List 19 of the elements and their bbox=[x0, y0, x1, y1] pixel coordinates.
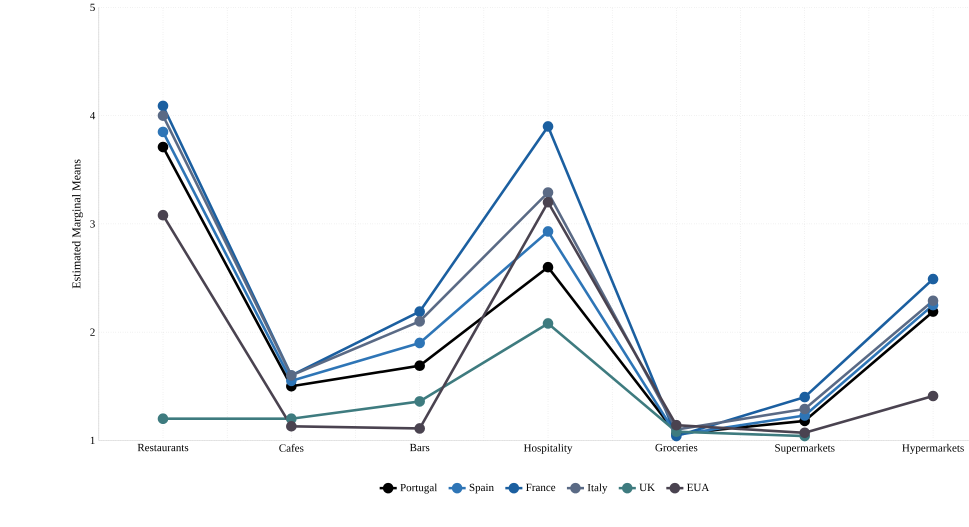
x-tick-label: Hypermarkets bbox=[902, 444, 964, 454]
y-tick-label: 4 bbox=[90, 112, 96, 120]
x-tick-label: Groceries bbox=[655, 444, 698, 452]
x-tick-label: Bars bbox=[410, 444, 430, 452]
legend-label: Spain bbox=[470, 484, 494, 494]
x-tick-label: Hospitality bbox=[524, 444, 572, 454]
legend-label: Italy bbox=[588, 484, 608, 494]
y-tick-label: 3 bbox=[90, 220, 95, 228]
y-tick-label: 2 bbox=[90, 328, 95, 336]
legend-label: UK bbox=[639, 484, 655, 492]
legend-label: France bbox=[526, 484, 556, 492]
y-tick-label: 1 bbox=[90, 436, 95, 444]
x-tick-label: Cafes bbox=[279, 444, 304, 452]
x-tick-label: Supermarkets bbox=[775, 444, 835, 454]
legend-label: Portugal bbox=[400, 484, 438, 494]
x-tick-label: Restaurants bbox=[138, 444, 188, 452]
y-tick-label: 5 bbox=[90, 4, 95, 12]
y-axis-title: Estimated Marginal Means bbox=[72, 159, 83, 288]
legend-label: EUA bbox=[687, 484, 710, 492]
